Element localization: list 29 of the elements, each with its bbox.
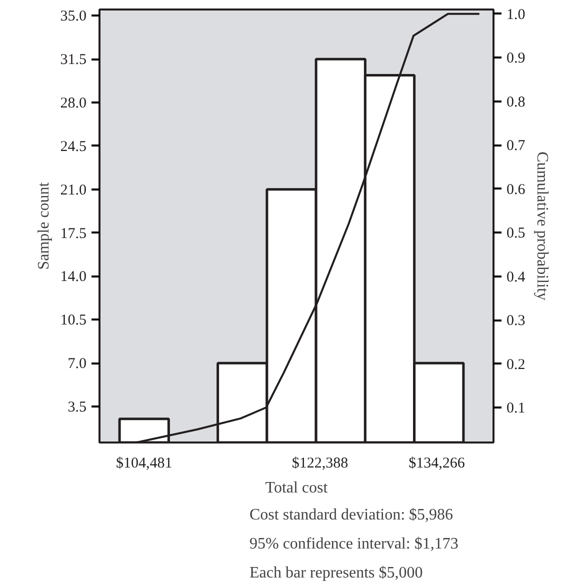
y2-tick-label: 0.6 bbox=[506, 182, 526, 198]
y2-axis-title: Cumulative probability bbox=[533, 152, 550, 300]
y2-tick-label: 0.1 bbox=[506, 400, 526, 417]
y2-tick-label: 0.2 bbox=[506, 356, 526, 373]
y-tick-label: 3.5 bbox=[68, 400, 86, 416]
y-tick-label: 10.5 bbox=[60, 312, 86, 329]
y2-tick-label: 0.8 bbox=[506, 94, 526, 110]
y-tick-label: 28.0 bbox=[60, 96, 86, 112]
y-tick-label: 17.5 bbox=[60, 226, 86, 242]
y-tick-label: 21.0 bbox=[60, 182, 86, 198]
text: Cost standard deviation: $5,986 bbox=[250, 506, 454, 524]
y2-tick-label: 0.3 bbox=[506, 313, 526, 330]
y-tick-label: 35.0 bbox=[60, 8, 86, 25]
text: 95% confidence interval: $1,173 bbox=[250, 536, 458, 552]
x-tick-label: $122,388 bbox=[292, 456, 348, 472]
y-tick-label: 24.5 bbox=[60, 138, 86, 155]
x-axis-title: Total cost bbox=[265, 480, 328, 496]
y2-tick-label: 1.0 bbox=[506, 6, 526, 23]
y-tick-label: 31.5 bbox=[60, 52, 86, 68]
x-tick-label: $134,266 bbox=[408, 456, 466, 472]
y-axis-title: Sample count bbox=[35, 182, 52, 270]
y2-tick-label: 0.5 bbox=[506, 226, 526, 242]
y2-tick-label: 0.4 bbox=[506, 269, 526, 286]
y-tick-label: 7.0 bbox=[68, 356, 86, 372]
y2-tick-label: 0.7 bbox=[506, 138, 526, 154]
y-tick-label: 14.0 bbox=[60, 269, 86, 286]
text: Each bar represents $5,000 bbox=[250, 564, 423, 582]
y2-tick-label: 0.9 bbox=[506, 50, 526, 67]
x-tick-label: $104,481 bbox=[116, 456, 172, 472]
